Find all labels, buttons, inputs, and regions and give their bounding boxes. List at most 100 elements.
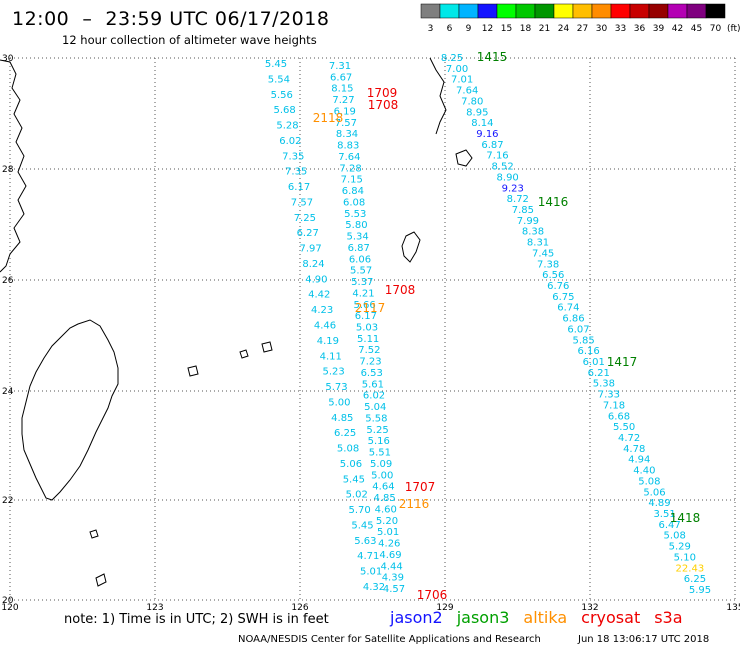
wave-height-value: 6.17	[288, 182, 310, 193]
wave-height-value: 7.35	[285, 167, 307, 178]
wave-height-value: 7.27	[332, 95, 354, 106]
wave-height-value: 7.52	[358, 345, 380, 356]
note-text: note: 1) Time is in UTC; 2) SWH is in fe…	[64, 612, 329, 627]
wave-height-value: 5.00	[328, 397, 350, 408]
wave-height-value: 7.18	[603, 400, 625, 411]
wave-height-value: 6.47	[658, 520, 680, 531]
wave-height-value: 7.31	[329, 61, 351, 72]
pass-label: 2117	[355, 301, 386, 315]
wave-height-value: 5.38	[593, 379, 615, 390]
wave-height-value: 6.53	[361, 368, 383, 379]
wave-height-value: 7.97	[299, 244, 321, 255]
scale-swatch	[705, 3, 726, 19]
lon-label: 135	[726, 603, 740, 613]
wave-height-value: 5.51	[369, 448, 391, 459]
islet-b	[95, 573, 107, 587]
lat-label: 30	[2, 54, 14, 64]
wave-height-value: 5.01	[360, 567, 382, 578]
wave-height-value: 5.06	[340, 459, 362, 470]
pass-label: 1706	[417, 588, 448, 602]
wave-height-value: 6.74	[557, 303, 579, 314]
scale-label: 6	[447, 24, 453, 34]
scale-label: 21	[539, 24, 550, 34]
wave-height-value: 5.16	[368, 436, 390, 447]
pass-label: 1418	[670, 511, 701, 525]
lon-label: 123	[146, 603, 163, 613]
wave-height-value: 5.09	[370, 459, 392, 470]
wave-height-value: 6.25	[684, 574, 706, 585]
wave-height-value: 5.08	[337, 444, 359, 455]
pass-label: 1416	[538, 195, 569, 209]
map-title: 12:00 – 23:59 UTC 06/17/2018	[12, 8, 330, 30]
wave-height-value: 8.31	[527, 238, 549, 249]
wave-height-value: 4.46	[314, 321, 336, 332]
wave-height-value: 4.69	[379, 550, 401, 561]
wave-height-value: 7.38	[537, 259, 559, 270]
footer-credit: NOAA/NESDIS Center for Satellite Applica…	[238, 634, 541, 645]
wave-height-value: 7.57	[291, 197, 313, 208]
scale-label: 39	[653, 24, 665, 34]
pass-label: 2118	[313, 111, 344, 125]
wave-height-value: 4.26	[378, 539, 400, 550]
kyushu-coastline	[429, 57, 447, 135]
wave-height-value: 8.14	[471, 118, 493, 129]
legend-jason2: jason2	[390, 608, 443, 627]
wave-height-value: 6.06	[349, 254, 371, 265]
wave-height-value: 5.06	[643, 487, 665, 498]
scale-label: 70	[710, 24, 722, 34]
wave-height-value: 5.08	[638, 476, 660, 487]
lon-label: 126	[291, 603, 308, 613]
wave-height-value: 4.90	[305, 274, 327, 285]
wave-height-value: 7.64	[338, 152, 360, 163]
scale-label: 18	[520, 24, 532, 34]
legend-s3a: s3a	[654, 608, 683, 627]
wave-height-value: 5.70	[348, 505, 370, 516]
scale-label: 36	[634, 24, 646, 34]
scale-label: 3	[428, 24, 434, 34]
wave-height-value: 4.39	[382, 573, 404, 584]
wave-height-value: 4.64	[372, 482, 394, 493]
lat-label: 22	[2, 496, 13, 506]
wave-height-value: 6.87	[481, 140, 503, 151]
wave-height-value: 8.83	[337, 141, 359, 152]
wave-height-value: 6.16	[578, 346, 600, 357]
miyako-island	[261, 341, 273, 353]
wave-height-value: 5.53	[344, 209, 366, 220]
wave-height-value: 5.68	[274, 105, 296, 116]
amami-island	[455, 149, 473, 167]
wave-height-value: 6.19	[334, 106, 356, 117]
wave-height-value: 5.03	[356, 323, 378, 334]
wave-height-value: 7.45	[532, 248, 554, 259]
lat-label: 28	[2, 165, 14, 175]
coastlines	[0, 57, 473, 587]
wave-height-value: 5.29	[669, 542, 691, 553]
scale-unit: (ft)	[727, 24, 740, 34]
ishigaki-island	[187, 365, 199, 377]
wave-height-value: 5.45	[351, 520, 373, 531]
wave-height-value: 8.52	[491, 162, 513, 173]
scale-label: 12	[482, 24, 493, 34]
wave-height-value: 7.25	[294, 213, 316, 224]
wave-height-value: 4.78	[623, 444, 645, 455]
wave-height-value: 8.34	[336, 129, 358, 140]
wave-height-value: 22.43	[676, 563, 705, 574]
lon-label: 120	[1, 603, 18, 613]
wave-height-value: 4.21	[352, 288, 374, 299]
wave-height-value: 4.44	[381, 561, 403, 572]
lat-label: 26	[2, 276, 14, 286]
wave-height-value: 5.80	[345, 220, 367, 231]
wave-height-value: 6.02	[363, 391, 385, 402]
wave-height-value: 6.02	[279, 136, 301, 147]
wave-height-value: 5.45	[343, 474, 365, 485]
taiwan-coastline	[21, 319, 119, 501]
lon-label: 129	[436, 603, 453, 613]
wave-height-value: 4.42	[308, 290, 330, 301]
wave-height-value: 7.01	[451, 75, 473, 86]
wave-height-value: 5.58	[365, 413, 387, 424]
wave-height-value: 5.28	[276, 121, 298, 132]
wave-height-value: 5.61	[362, 379, 384, 390]
wave-height-value: 7.80	[461, 96, 483, 107]
wave-height-value: 4.23	[311, 305, 333, 316]
